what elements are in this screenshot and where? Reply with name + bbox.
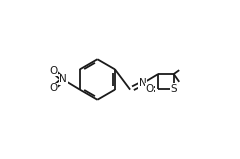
- Text: N: N: [59, 75, 67, 84]
- Text: O: O: [49, 66, 57, 76]
- Text: N: N: [139, 78, 146, 88]
- Text: O: O: [49, 83, 57, 93]
- Text: S: S: [170, 84, 177, 94]
- Text: O: O: [145, 84, 154, 94]
